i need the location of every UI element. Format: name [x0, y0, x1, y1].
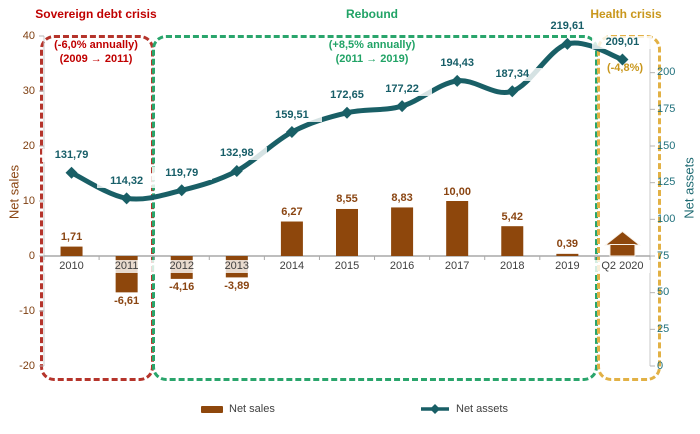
right-axis-tick-label: 200	[657, 66, 676, 79]
annotation-line: (-6,0% annually)	[54, 39, 138, 51]
line-value-label: 177,22	[372, 82, 433, 96]
net-assets-point	[230, 164, 243, 177]
category-label: 2014	[263, 259, 320, 273]
net-assets-point	[120, 192, 133, 205]
house-icon	[604, 230, 641, 246]
right-axis-tick-label: 100	[657, 212, 676, 225]
right-axis-tick-label: 0	[657, 359, 664, 372]
net-sales-bar	[501, 226, 524, 256]
category-label: 2016	[374, 259, 431, 273]
line-value-label: 159,51	[261, 108, 322, 122]
annotation-line: (+8,5% annually)	[328, 39, 416, 51]
net-assets-point	[285, 126, 298, 139]
net-assets-point	[616, 53, 629, 66]
annotation-line: (2011 → 2019)	[335, 53, 409, 65]
net-sales-bar	[446, 201, 469, 256]
right-axis-tick-label: 175	[657, 102, 676, 115]
net-sales-bar	[391, 207, 414, 256]
net-sales-bar	[280, 221, 303, 256]
net-assets-point	[506, 85, 519, 98]
annotation-line: (2009 → 2011)	[59, 53, 133, 65]
category-label: 2017	[429, 259, 486, 273]
bar-value-label: -4,16	[169, 281, 195, 294]
right-axis-tick-label: 25	[657, 322, 670, 335]
left-axis-tick-label: 40	[22, 29, 35, 42]
net-assets-point	[65, 166, 78, 179]
annotation-health-crisis: (-4,8%)	[585, 61, 665, 75]
bar-value-label: 10,00	[443, 185, 471, 198]
category-label: 2013	[208, 259, 265, 273]
net-sales-bar	[60, 246, 83, 256]
region-title-health-crisis: Health crisis	[590, 7, 662, 21]
category-label: 2012	[153, 259, 210, 273]
line-value-label: 119,79	[151, 166, 212, 180]
category-label: 2015	[319, 259, 375, 273]
annotation-line: (-4,8%)	[606, 62, 644, 74]
line-value-label: 219,61	[537, 20, 598, 34]
net-assets-point	[561, 37, 574, 50]
right-axis-tick-label: 150	[657, 139, 676, 152]
region-title-sovereign-debt-crisis: Sovereign debt crisis	[35, 7, 157, 21]
category-label: 2010	[43, 259, 100, 273]
bar-value-label: 6,27	[281, 206, 303, 218]
net-sales-swatch-icon	[201, 405, 223, 413]
right-axis-tick-label: 50	[657, 286, 670, 299]
line-value-label: 132,98	[206, 147, 267, 161]
left-axis-tick-label: -20	[19, 359, 35, 372]
region-title-rebound: Rebound	[346, 7, 398, 21]
net-sales-bar	[336, 208, 358, 256]
left-axis-tick-label: 20	[22, 139, 35, 152]
line-value-label: 209,01	[592, 35, 653, 49]
net-assets-swatch-icon	[421, 404, 449, 414]
legend-item-net-assets: Net assets	[420, 402, 508, 416]
house-icon	[609, 244, 636, 257]
net-sales-bar	[556, 253, 579, 256]
net-assets-point	[341, 106, 353, 119]
region-box-rebound	[152, 35, 598, 381]
net-assets-point	[396, 100, 409, 113]
left-axis-tick-label: 0	[28, 249, 35, 262]
net-assets-point	[451, 74, 464, 87]
bar-value-label: 5,42	[501, 210, 523, 223]
net-assets-point	[175, 184, 188, 197]
line-value-label: 187,34	[482, 67, 543, 81]
category-label: 2018	[484, 259, 541, 273]
right-axis-tick-label: 125	[657, 176, 676, 189]
category-label: Q2 2020	[594, 259, 651, 273]
line-value-label: 172,65	[317, 89, 377, 103]
annotation-sovereign-debt-crisis: (-6,0% annually) (2009 → 2011)	[24, 38, 168, 66]
category-label: 2019	[539, 259, 596, 273]
line-value-label: 194,43	[427, 57, 488, 71]
left-axis-title: Net sales	[6, 164, 22, 220]
right-axis-tick-label: 75	[657, 249, 670, 262]
legend-label-net-sales: Net sales	[229, 403, 275, 415]
bar-value-label: 1,71	[60, 231, 83, 244]
line-value-label: 114,32	[96, 174, 157, 188]
line-value-label: 131,79	[41, 149, 102, 163]
legend-label-net-assets: Net assets	[456, 403, 508, 415]
bar-value-label: -3,89	[224, 279, 250, 292]
legend-item-net-sales: Net sales	[201, 402, 275, 416]
left-axis-tick-label: -10	[19, 304, 35, 317]
category-label: 2011	[98, 259, 155, 273]
annotation-rebound: (+8,5% annually) (2011 → 2019)	[292, 38, 452, 66]
bar-value-label: 8,55	[336, 193, 358, 206]
left-axis-tick-label: 30	[22, 84, 35, 97]
bar-value-label: 0,39	[556, 238, 579, 251]
bar-value-label: -6,61	[114, 294, 140, 307]
bar-value-label: 8,83	[391, 191, 413, 204]
left-axis-tick-label: 10	[22, 194, 35, 207]
